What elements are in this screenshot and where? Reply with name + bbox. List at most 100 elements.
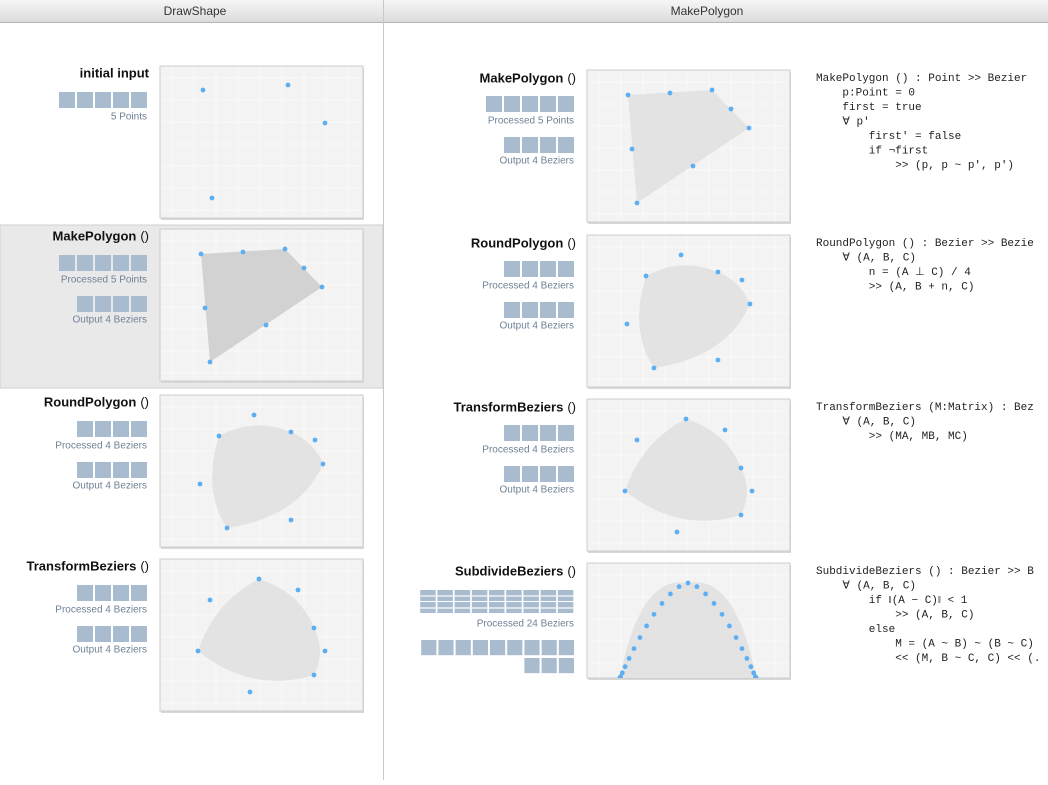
control-point [748, 664, 754, 670]
stage-name[interactable]: TransformBeziers [27, 558, 137, 573]
data-block [438, 640, 454, 656]
code-line: << (M, B ~ C, C) << (. [816, 653, 1040, 665]
code-line: n = (A ⊥ C) / 4 [816, 267, 971, 279]
data-block [504, 425, 520, 441]
data-block [558, 640, 574, 656]
code-line: >> (MA, MB, MC) [816, 431, 968, 443]
control-point [749, 488, 755, 494]
data-block [113, 462, 129, 478]
control-point [738, 512, 744, 518]
stage-label: Processed 5 Points [488, 116, 574, 127]
control-point [622, 664, 628, 670]
data-block [540, 425, 556, 441]
code-line: >> (p, p ~ p', p') [816, 160, 1014, 172]
data-block [77, 255, 93, 271]
stage-args: () [567, 399, 576, 414]
control-point [626, 656, 632, 661]
stage-name[interactable]: RoundPolygon [44, 394, 136, 409]
code-line: RoundPolygon () : Bezier >> Bezie [816, 238, 1034, 250]
stage-name[interactable]: TransformBeziers [454, 399, 564, 414]
data-block [558, 96, 574, 112]
stage-name[interactable]: SubdivideBeziers [455, 563, 563, 578]
stage-name[interactable]: MakePolygon [53, 228, 137, 243]
code-line: >> (A, B, C) [816, 609, 974, 621]
control-point [728, 106, 734, 112]
control-point [644, 623, 650, 629]
stage-name[interactable]: RoundPolygon [471, 235, 563, 250]
control-point [195, 648, 201, 654]
control-point [747, 301, 753, 307]
data-block [558, 302, 574, 318]
data-block-split [557, 607, 574, 609]
code-line: else [816, 624, 895, 636]
code-line: ∀ (A, B, C) [816, 251, 916, 264]
chart-content [197, 412, 326, 531]
data-block [131, 92, 147, 108]
control-point [624, 321, 630, 327]
stage-label: Processed 4 Beziers [55, 441, 147, 452]
shape [198, 579, 320, 681]
control-point [288, 517, 294, 523]
control-point [622, 488, 628, 494]
data-block [540, 466, 556, 482]
pane-title[interactable]: DrawShape [164, 4, 227, 18]
data-block [59, 255, 75, 271]
stage-label: Output 4 Beziers [500, 321, 574, 332]
stage-label: Processed 5 Points [61, 275, 147, 286]
data-block [490, 640, 506, 656]
data-block-split [523, 607, 539, 609]
control-point [746, 125, 752, 131]
data-block-split [454, 607, 471, 609]
data-block-split [489, 595, 505, 597]
data-block [486, 96, 502, 112]
shape [212, 425, 323, 528]
data-block [77, 296, 93, 312]
stage-label: Output 4 Beziers [500, 156, 574, 167]
code-line: first' = false [816, 131, 961, 143]
control-point [668, 591, 673, 597]
code-line: p:Point = 0 [816, 87, 915, 99]
data-block [541, 658, 557, 674]
data-block [113, 585, 129, 601]
control-point [634, 437, 640, 443]
code-line: ∀ (A, B, C) [816, 415, 916, 428]
control-point [200, 87, 206, 93]
code-line: SubdivideBeziers () : Bezier >> B [816, 566, 1034, 578]
control-point [322, 648, 328, 654]
control-point [643, 273, 649, 279]
chart-content [624, 252, 753, 371]
data-block [522, 137, 538, 153]
control-point [694, 584, 700, 590]
chart-content [195, 576, 328, 695]
data-block-split [454, 595, 471, 597]
control-point [744, 656, 750, 661]
code-line: TransformBeziers (M:Matrix) : Bez [816, 402, 1034, 414]
control-point [631, 646, 637, 651]
data-block [95, 626, 111, 642]
data-block [95, 296, 111, 312]
data-block [540, 261, 556, 277]
data-block [131, 462, 147, 478]
data-block [113, 92, 129, 108]
control-point [288, 429, 294, 435]
stage-name[interactable]: initial input [80, 65, 150, 80]
code-line: ∀ p' [816, 115, 870, 128]
chart-content [198, 246, 325, 365]
data-block [113, 296, 129, 312]
code-line: first = true [816, 102, 922, 114]
control-point [202, 305, 208, 311]
pane-title[interactable]: MakePolygon [671, 4, 744, 18]
stage-name[interactable]: MakePolygon [480, 70, 564, 85]
control-point [285, 82, 291, 88]
data-block [77, 421, 93, 437]
data-block-split [437, 607, 453, 609]
stage-args: () [140, 394, 149, 409]
data-block-split [540, 607, 557, 609]
control-point [209, 195, 215, 201]
control-point [216, 433, 222, 439]
control-point [247, 689, 253, 695]
control-point [703, 591, 708, 597]
control-point [751, 670, 757, 676]
control-point [322, 120, 328, 126]
control-point [719, 611, 725, 617]
